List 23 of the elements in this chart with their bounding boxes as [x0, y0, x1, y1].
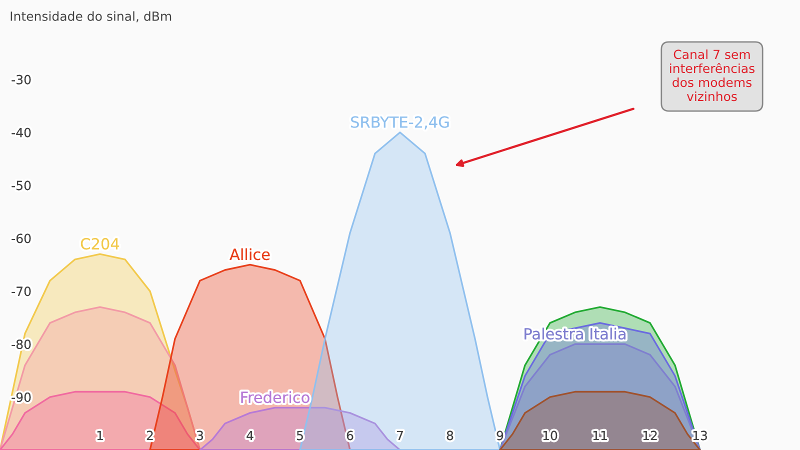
x-tick-label: 12 [643, 430, 657, 440]
x-tick-label: 2 [146, 430, 153, 440]
series-label: SRBYTE-2,4G [351, 116, 449, 130]
x-tick-label: 5 [296, 430, 303, 440]
y-tick-label: -70 [12, 286, 31, 296]
series-label: Frederico [241, 391, 310, 404]
y-tick-label: -60 [12, 234, 31, 244]
x-tick-label: 10 [543, 430, 558, 440]
y-tick-label: -30 [12, 74, 31, 84]
x-tick-label: 1 [97, 430, 103, 440]
x-tick-label: 8 [446, 430, 454, 440]
x-tick-label: 6 [346, 430, 354, 440]
series-label: C204 [80, 238, 120, 250]
x-tick-label: 7 [397, 430, 403, 440]
series-label: Allice [230, 248, 270, 260]
y-tick-label: -40 [12, 128, 31, 138]
annotation: Canal 7 sem interferências dos modems vizinhos [670, 49, 754, 102]
y-tick-label: -90 [12, 392, 31, 402]
x-tick-label: 4 [246, 430, 254, 440]
x-tick-label: 3 [196, 430, 203, 440]
x-tick-label: 11 [593, 430, 607, 440]
y-axis-title: Intensidade do sinal, dBm [10, 11, 172, 22]
y-tick-label: -50 [12, 180, 31, 190]
